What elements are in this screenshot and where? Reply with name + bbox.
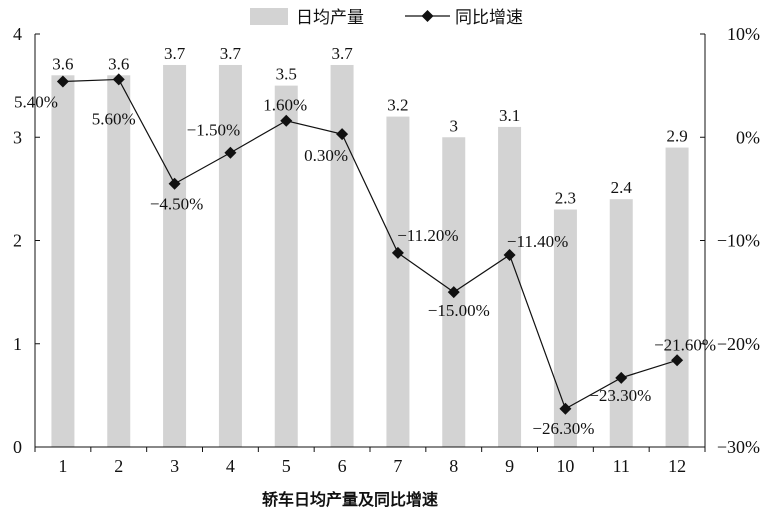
x-tick-label: 7 [393,456,402,476]
line-value-label: −1.50% [187,121,241,140]
x-tick-label: 2 [114,456,123,476]
x-tick-label: 11 [613,456,630,476]
point-9 [503,248,516,261]
bar-1 [51,75,75,448]
x-tick-label: 1 [58,456,67,476]
legend-bar-swatch [250,8,288,25]
line-value-label: 5.40% [14,92,58,111]
point-1 [56,75,69,88]
point-12 [671,354,684,367]
bar-value-label: 3.7 [331,44,353,63]
chart-title: 轿车日均产量及同比增速 [262,490,438,509]
bar-6 [330,64,354,447]
bar-value-label: 3.7 [164,44,186,63]
bar-value-label: 3.5 [276,65,297,84]
bar-value-label: 2.4 [611,178,633,197]
growth-line [62,78,678,410]
left-tick-label: 0 [13,437,22,457]
bar-7 [386,116,410,447]
left-tick-label: 1 [13,334,22,354]
point-8 [447,286,460,299]
bar-11 [609,199,633,447]
bar-value-label: 2.3 [555,189,576,208]
left-tick-label: 3 [13,127,22,147]
line-value-label: −23.30% [589,386,651,405]
point-5 [280,114,293,127]
right-tick-label: −10% [717,231,760,251]
bar-9 [498,126,522,448]
point-6 [336,128,349,141]
x-tick-label: 6 [338,456,347,476]
x-tick-label: 3 [170,456,179,476]
point-3 [168,177,181,190]
bar-value-label: 3.6 [108,54,129,73]
legend-bar-label: 日均产量 [296,8,364,28]
point-2 [112,73,125,86]
legend-line-marker [421,10,434,22]
legend-line-label: 同比增速 [455,8,523,28]
labels-layer: 3.6 3.6 3.7 3.7 3.5 3.7 3.2 3 3.1 2.3 2.4 2.9 5.40% 5… [14,44,716,438]
bar-value-label: 3.6 [52,54,73,73]
left-tick-label: 2 [13,231,22,251]
bar-12 [665,147,689,447]
left-tick-label: 4 [13,24,22,44]
right-tick-label: −20% [717,334,760,354]
bar-value-label: 3.1 [499,106,520,125]
bar-2 [107,75,131,448]
line-value-label: 0.30% [304,146,348,165]
point-4 [224,146,237,159]
line-value-label: 5.60% [92,109,136,128]
legend: 日均产量 同比增速 [250,8,523,28]
line-layer [56,73,684,415]
line-value-label: −11.40% [507,232,568,251]
line-value-label: −11.20% [397,226,458,245]
bar-value-label: 3 [450,116,459,135]
bar-4 [218,64,242,447]
right-tick-label: −30% [717,437,760,457]
x-tick-label: 10 [556,456,574,476]
line-value-label: −21.60% [654,335,716,354]
x-tick-label: 8 [449,456,458,476]
line-value-label: −15.00% [428,301,490,320]
bar-5 [274,85,298,447]
point-7 [391,246,404,259]
x-tick-label: 12 [668,456,686,476]
bar-value-label: 3.2 [387,96,408,115]
point-11 [615,371,628,384]
right-tick-label: 0% [736,127,760,147]
line-value-label: −26.30% [532,419,594,438]
x-tick-label: 4 [226,456,235,476]
x-tick-label: 9 [505,456,514,476]
bars-layer [51,64,689,448]
bar-10 [553,209,577,447]
bar-value-label: 2.9 [666,127,687,146]
bar-3 [163,64,187,447]
line-value-label: −4.50% [150,195,204,214]
bar-value-label: 3.7 [220,44,242,63]
line-value-label: 1.60% [263,96,307,115]
point-10 [559,402,572,415]
x-tick-label: 5 [282,456,291,476]
right-tick-label: 10% [727,24,760,44]
